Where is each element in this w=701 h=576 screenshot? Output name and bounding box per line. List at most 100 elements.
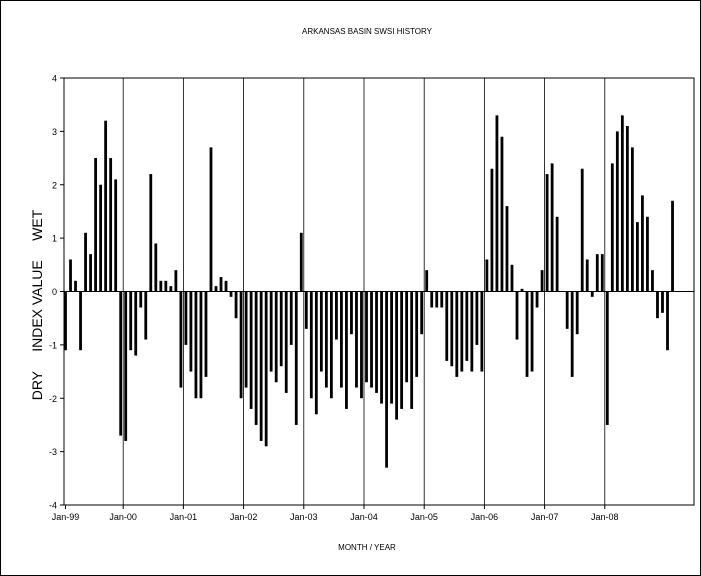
data-bar xyxy=(79,291,82,351)
data-bar xyxy=(279,291,283,367)
data-bar xyxy=(555,216,559,292)
data-bar xyxy=(284,291,288,393)
data-bar xyxy=(495,115,499,292)
data-bar xyxy=(164,280,168,292)
data-bar xyxy=(304,291,308,329)
data-bar xyxy=(540,270,544,292)
data-bar xyxy=(119,291,123,436)
x-tick-label: Jan-99 xyxy=(52,512,80,522)
data-bar xyxy=(505,206,509,292)
x-tick-label: Jan-01 xyxy=(170,512,198,522)
data-bar xyxy=(335,291,338,340)
data-bar xyxy=(605,291,609,425)
data-bar xyxy=(184,291,188,345)
data-bar xyxy=(139,291,143,308)
y-tick-label: -1 xyxy=(49,340,57,350)
data-bar xyxy=(74,280,77,292)
data-bar xyxy=(259,291,263,441)
y-tick-label: -3 xyxy=(49,447,57,457)
data-bar xyxy=(445,291,449,361)
data-bar xyxy=(615,131,619,292)
data-bar xyxy=(264,291,268,447)
data-bar xyxy=(219,277,223,292)
axis-layer xyxy=(60,77,695,509)
data-bar xyxy=(144,291,148,340)
data-bar xyxy=(324,291,328,388)
data-bar xyxy=(134,291,138,356)
data-bar xyxy=(500,136,504,292)
data-bar xyxy=(465,291,469,361)
data-bar xyxy=(545,174,549,292)
data-bar xyxy=(375,291,378,393)
data-bar xyxy=(480,291,484,372)
data-bar xyxy=(395,291,398,420)
data-bar xyxy=(570,291,574,377)
data-bar xyxy=(179,291,183,388)
data-bar xyxy=(244,291,248,388)
data-bar xyxy=(355,291,358,388)
data-bar xyxy=(490,168,494,292)
data-bar xyxy=(84,232,87,292)
data-bar xyxy=(385,291,388,468)
data-bar xyxy=(340,291,343,388)
data-bar xyxy=(64,291,67,351)
data-bar xyxy=(159,280,163,292)
x-axis-label: MONTH / YEAR xyxy=(338,543,396,552)
data-bar xyxy=(319,291,323,372)
x-tick-label: Jan-08 xyxy=(591,512,619,522)
data-bar xyxy=(360,291,363,399)
data-bar xyxy=(410,291,414,409)
data-bar xyxy=(646,216,649,292)
data-bar xyxy=(269,291,273,372)
x-tick-label: Jan-04 xyxy=(350,512,378,522)
data-bar xyxy=(299,232,303,292)
data-bar xyxy=(575,291,579,335)
data-bar xyxy=(199,291,203,399)
data-bar xyxy=(189,291,193,372)
data-bar xyxy=(470,291,474,372)
data-bar xyxy=(329,291,333,399)
y-tick-label: 3 xyxy=(52,127,57,137)
data-bar xyxy=(520,288,524,292)
data-bar xyxy=(515,291,519,340)
data-bar xyxy=(214,286,218,292)
data-bar xyxy=(254,291,258,425)
data-bar xyxy=(420,291,424,335)
data-bar xyxy=(309,291,313,399)
data-bar xyxy=(585,259,589,292)
data-bar xyxy=(580,168,584,292)
data-bar xyxy=(405,291,409,383)
data-bar xyxy=(600,254,604,292)
data-bar xyxy=(641,195,644,292)
data-bar xyxy=(124,291,128,441)
chart-title: ARKANSAS BASIN SWSI HISTORY xyxy=(302,27,433,36)
data-bar xyxy=(435,291,439,308)
data-bar xyxy=(289,291,293,345)
data-bar xyxy=(234,291,238,319)
y-tick-label: 4 xyxy=(52,74,57,84)
x-tick-label: Jan-05 xyxy=(410,512,438,522)
data-bar xyxy=(661,291,664,313)
data-bar xyxy=(630,147,634,292)
data-bar xyxy=(174,270,178,292)
data-bar xyxy=(430,291,434,308)
data-bar xyxy=(475,291,479,345)
data-bar xyxy=(129,291,133,351)
data-bar xyxy=(415,291,419,377)
data-bar xyxy=(350,291,353,335)
y-tick-label: 1 xyxy=(52,234,57,244)
data-bar xyxy=(455,291,459,377)
x-tick-label: Jan-07 xyxy=(531,512,559,522)
data-bar xyxy=(104,120,108,292)
data-bar xyxy=(666,291,669,351)
data-bar xyxy=(620,115,624,292)
data-bar xyxy=(535,291,539,308)
data-bar xyxy=(99,184,103,292)
data-bar xyxy=(224,280,228,292)
y-tick-label: -4 xyxy=(49,501,57,511)
data-bar xyxy=(390,291,393,404)
data-bar xyxy=(370,291,373,388)
bar-layer xyxy=(64,115,674,468)
